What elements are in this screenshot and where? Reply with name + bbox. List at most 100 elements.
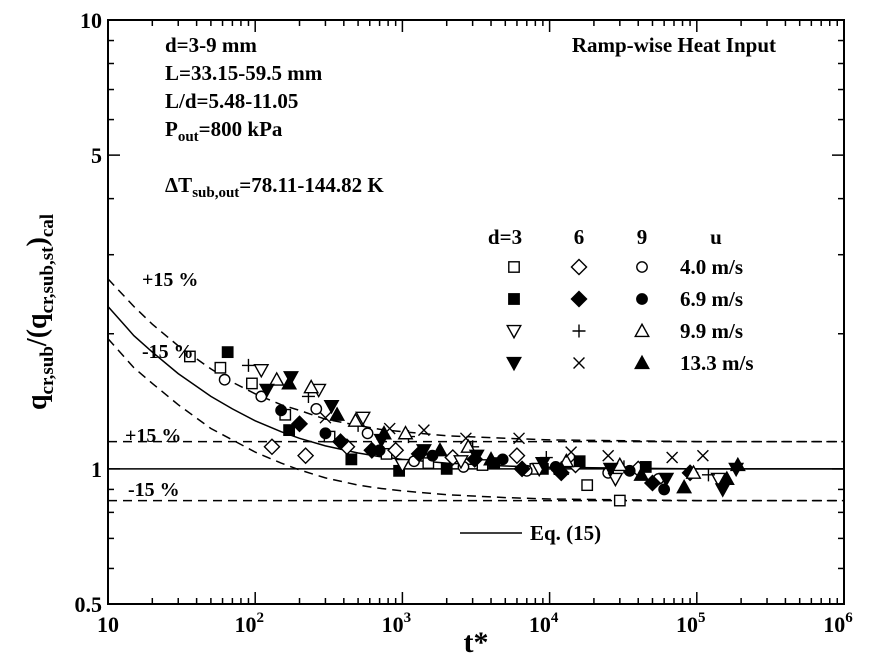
point-filled-square [573,455,586,468]
legend-marker-open-triangle-down [506,324,522,340]
point-cross [666,451,679,464]
point-filled-diamond [290,415,309,433]
legend-marker-filled-diamond [570,290,588,308]
point-filled-triangle-down [534,457,551,472]
point-cross [696,449,709,462]
condition-subcooling: ΔTsub,out=78.11-144.82 K [165,173,384,201]
legend: d=3 6 9 u 4.0 m/s 6.9 m/s 9.9 m/s 13.3 m… [460,225,754,545]
y-label-part1: q [22,394,53,410]
unity-plus15-label: +15 % [125,425,181,447]
point-filled-triangle-down [658,472,675,488]
point-filled-triangle-down [415,444,432,459]
x-tick-label-exp: 4 [551,610,559,626]
condition-ratio: L/d=5.48-11.05 [165,89,298,113]
x-tick-label-base: 10 [234,612,256,637]
y-label-sub2: cr,sub,st [37,246,58,314]
point-filled-triangle-down [468,449,485,464]
point-open-circle [310,403,323,415]
point-filled-circle [496,453,509,466]
curve-eq15-plus15 [107,278,844,443]
condition-pressure: Pout=800 kPa [165,117,283,145]
legend-header-d9: 9 [637,225,648,249]
point-filled-triangle-up [676,479,693,494]
legend-marker-cross [573,357,585,369]
condition-pressure-sub: out [178,129,199,145]
y-tick-label: 0.5 [75,592,103,617]
condition-pressure-base: P [165,117,178,141]
point-open-triangle-up [685,464,702,479]
point-open-triangle-down [355,411,371,426]
point-open-triangle-up [347,412,364,427]
y-tick-label: 1 [91,457,102,482]
point-filled-diamond [513,460,531,478]
point-open-triangle-down [607,472,624,488]
point-cross [602,449,615,462]
point-open-triangle-down [453,455,469,470]
point-filled-circle [275,404,288,417]
point-filled-triangle-up [329,406,346,421]
condition-length: L=33.15-59.5 mm [165,61,323,85]
curve-plus15-label: +15 % [142,269,198,291]
legend-marker-open-triangle-up [634,322,650,338]
x-axis-label: t* [464,626,489,659]
x-tick-label-exp: 3 [404,610,412,626]
y-tick-label: 10 [80,8,102,33]
point-filled-diamond [332,433,350,451]
point-open-triangle-down [710,472,727,488]
point-open-circle [218,373,231,386]
condition-subcooling-base: ΔT [165,173,192,197]
point-filled-circle [373,444,386,457]
legend-marker-filled-triangle-down [506,356,522,372]
y-label-sub3: cal [37,214,58,237]
y-label-part2: /(q [22,313,53,347]
y-label-sub1: cr,sub [37,346,58,394]
point-open-square [581,479,594,492]
legend-marker-filled-square [508,293,520,305]
point-open-circle [361,427,374,440]
point-open-triangle-up [460,438,477,453]
point-cross [417,424,430,437]
legend-label-u69: 6.9 m/s [680,287,743,311]
y-label-part3: ) [22,237,53,246]
point-filled-triangle-up [633,466,650,481]
point-filled-triangle-down [714,483,731,498]
x-tick-label: 10 [97,612,119,637]
legend-marker-filled-circle [636,293,648,305]
curve-eq15 [107,306,844,470]
axis-ticks [107,19,844,605]
point-filled-circle [319,427,332,440]
point-open-triangle-down [394,458,411,474]
point-open-diamond [508,447,526,465]
curve-minus15-label: -15 % [142,341,194,363]
point-filled-square [639,461,652,473]
point-filled-square [440,462,453,475]
point-filled-triangle-up [281,375,298,390]
point-filled-triangle-down [283,371,299,386]
y-axis-label: qcr,sub/(qcr,sub,st)cal [22,214,58,410]
curve-eq15-minus15 [107,338,844,502]
legend-header-u: u [710,225,722,249]
legend-header-d6: 6 [574,225,585,249]
x-tick-label-base: 10 [382,612,404,637]
legend-label-u133: 13.3 m/s [680,351,754,375]
point-filled-triangle-down [602,462,619,478]
x-tick-label: 105 [676,610,706,637]
legend-marker-plus [572,324,586,338]
unity-minus15-label: -15 % [128,479,180,501]
point-open-square [214,361,227,374]
legend-marker-open-square [508,261,520,273]
x-tick-label-exp: 5 [698,610,706,626]
legend-marker-open-circle [636,261,648,273]
x-tick-label-base: 10 [676,612,698,637]
legend-label-u4: 4.0 m/s [680,255,743,279]
point-open-triangle-up [268,371,285,386]
point-cross [513,432,525,445]
point-open-triangle-up [303,379,320,394]
x-tick-label: 103 [382,610,412,637]
point-filled-triangle-up [376,425,392,440]
point-plus [241,358,255,372]
x-tick-label-base: 10 [823,612,845,637]
x-tick-label-exp: 6 [845,610,853,626]
